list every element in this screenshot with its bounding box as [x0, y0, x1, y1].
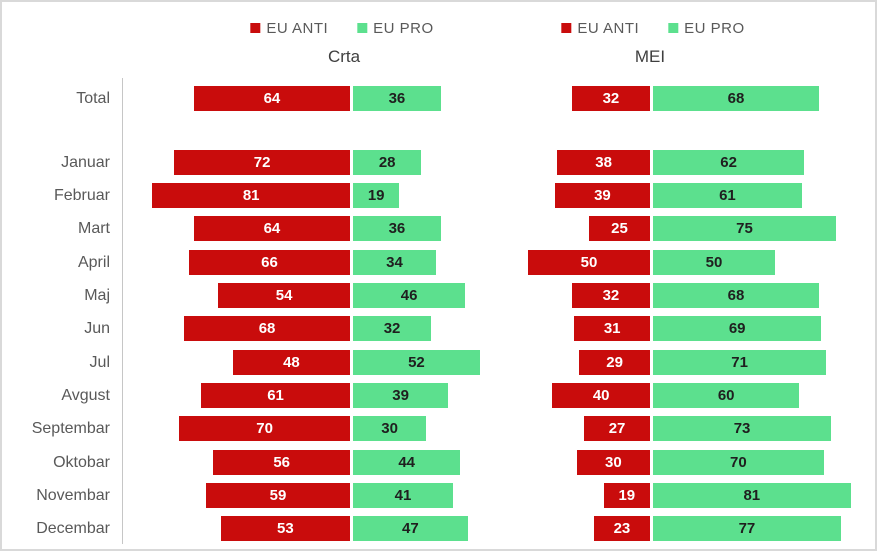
chart-title-mei: MEI: [634, 47, 666, 66]
bar-segment-eu-anti: 25: [589, 216, 650, 242]
bar-segment-eu-pro: 44: [353, 449, 461, 475]
bar-segment-eu-pro: 77: [653, 516, 841, 542]
bar-segment-eu-pro: 73: [653, 416, 832, 442]
bar-segment-eu-anti: 68: [184, 316, 350, 342]
bar-segment-eu-anti: 29: [579, 349, 650, 375]
bar-segment-eu-pro: 50: [653, 249, 775, 275]
bar-segment-eu-anti: 53: [220, 516, 350, 542]
legend-item-eu-anti: EU ANTI: [250, 20, 328, 37]
bar-segment-eu-anti: 19: [603, 483, 650, 509]
bar-segment-eu-anti: 23: [593, 516, 650, 542]
bar-segment-eu-anti: 30: [576, 449, 650, 475]
bar-segment-eu-anti: 27: [584, 416, 650, 442]
bar-segment-eu-anti: 31: [574, 316, 650, 342]
bar-segment-eu-pro: 28: [353, 149, 422, 175]
legend-item-eu-anti: EU ANTI: [561, 20, 639, 37]
bar-segment-eu-anti: 39: [554, 182, 650, 208]
bar-segment-eu-pro: 47: [353, 516, 468, 542]
bar-segment-eu-pro: 39: [353, 383, 449, 409]
bar-segment-eu-anti: 32: [571, 282, 650, 308]
bar-segment-eu-pro: 46: [353, 282, 466, 308]
bar-segment-eu-pro: 68: [653, 86, 819, 111]
bar-segment-eu-anti: 50: [528, 249, 650, 275]
row-label-april: April: [77, 253, 110, 271]
y-axis-line: [122, 78, 123, 544]
bar-segment-eu-anti: 61: [201, 383, 350, 409]
bar-segment-eu-pro: 62: [653, 149, 805, 175]
bar-segment-eu-pro: 41: [353, 483, 454, 509]
bar-segment-eu-pro: 36: [353, 86, 441, 111]
legend-mei: EU ANTI EU PRO: [561, 20, 745, 37]
bar-segment-eu-pro: 70: [653, 449, 824, 475]
row-label-maj: Maj: [84, 286, 110, 304]
bar-segment-eu-pro: 61: [653, 182, 802, 208]
row-label-total: Total: [76, 90, 110, 107]
bar-segment-eu-anti: 70: [179, 416, 350, 442]
bar-segment-eu-anti: 54: [218, 282, 350, 308]
bar-segment-eu-anti: 64: [193, 216, 350, 242]
bar-segment-eu-anti: 32: [571, 86, 650, 111]
bar-segment-eu-anti: 56: [213, 449, 350, 475]
bar-segment-eu-anti: 64: [193, 86, 350, 111]
row-label-februar: Februar: [53, 186, 110, 204]
bar-segment-eu-pro: 30: [353, 416, 427, 442]
bar-segment-eu-anti: 72: [174, 149, 350, 175]
bar-segment-eu-pro: 60: [653, 383, 800, 409]
bar-segment-eu-anti: 40: [552, 383, 650, 409]
row-label-avgust: Avgust: [61, 387, 110, 405]
row-label-jul: Jul: [89, 353, 110, 371]
bar-segment-eu-anti: 66: [188, 249, 350, 275]
bar-segment-eu-pro: 52: [353, 349, 480, 375]
eu-anti-swatch-icon: [250, 23, 261, 33]
bar-segment-eu-pro: 19: [353, 182, 400, 208]
chart-title-crta: Crta: [327, 47, 361, 66]
bar-segment-eu-anti: 81: [152, 182, 350, 208]
legend-item-eu-pro: EU PRO: [668, 20, 745, 37]
legend-label-eu-anti: EU ANTI: [266, 19, 329, 37]
bar-segment-eu-pro: 36: [353, 216, 441, 242]
legend-label-eu-pro: EU PRO: [684, 19, 745, 37]
eu-anti-swatch-icon: [561, 23, 572, 33]
row-label-novembar: Novembar: [36, 487, 110, 505]
row-label-oktobar: Oktobar: [53, 453, 110, 471]
bar-segment-eu-pro: 75: [653, 216, 836, 242]
eu-pro-swatch-icon: [668, 23, 679, 33]
row-label-septembar: Septembar: [31, 420, 110, 438]
legend-label-eu-anti: EU ANTI: [577, 19, 640, 37]
legend-crta: EU ANTI EU PRO: [250, 20, 434, 37]
bar-segment-eu-anti: 38: [557, 149, 650, 175]
legend-item-eu-pro: EU PRO: [357, 20, 434, 37]
bar-segment-eu-pro: 69: [653, 316, 822, 342]
bar-segment-eu-pro: 34: [353, 249, 436, 275]
bar-segment-eu-pro: 71: [653, 349, 827, 375]
bar-segment-eu-anti: 59: [206, 483, 350, 509]
bar-segment-eu-anti: 48: [232, 349, 350, 375]
legend-label-eu-pro: EU PRO: [373, 19, 434, 37]
row-label-decembar: Decembar: [36, 520, 110, 538]
eu-pro-swatch-icon: [357, 23, 368, 33]
bar-segment-eu-pro: 32: [353, 316, 432, 342]
row-label-jun: Jun: [84, 320, 110, 338]
bar-segment-eu-pro: 81: [653, 483, 851, 509]
row-label-januar: Januar: [61, 153, 110, 171]
bar-segment-eu-pro: 68: [653, 282, 819, 308]
row-label-mart: Mart: [78, 220, 110, 238]
